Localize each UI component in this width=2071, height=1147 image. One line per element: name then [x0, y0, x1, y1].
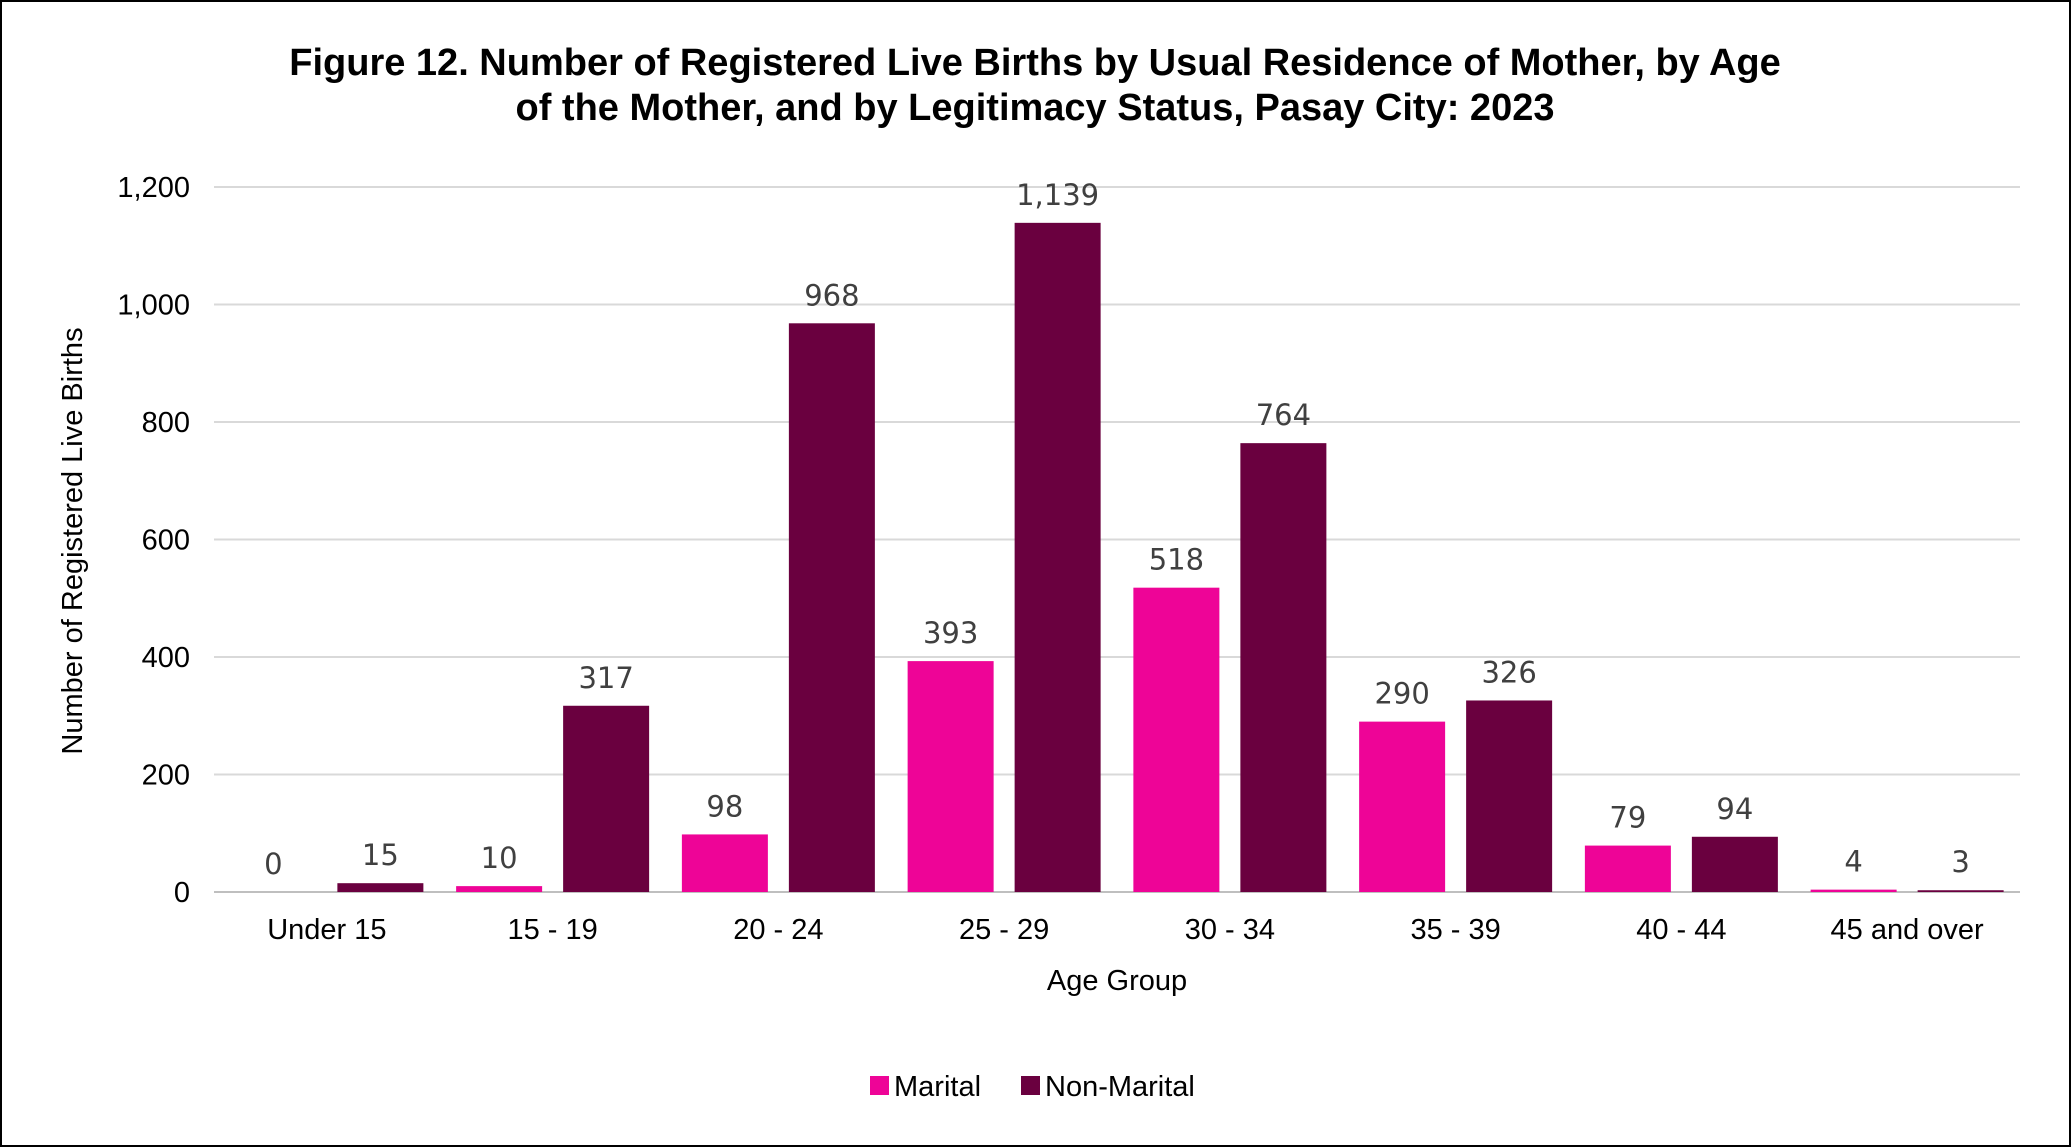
data-label: 1,139	[1016, 178, 1099, 212]
x-tick-label: 15 - 19	[507, 914, 597, 946]
legend-label-marital: Marital	[894, 1071, 981, 1103]
data-label: 317	[578, 661, 633, 695]
data-label: 15	[362, 838, 399, 872]
y-tick-label: 800	[142, 407, 190, 439]
chart-title-line-1: Figure 12. Number of Registered Live Bir…	[289, 42, 1780, 84]
bar-marital	[907, 661, 994, 892]
bar-marital	[1133, 587, 1220, 892]
data-label: 4	[1844, 845, 1862, 879]
bar-non-marital	[1014, 222, 1101, 892]
bar-marital	[1584, 845, 1671, 892]
y-tick-label: 400	[142, 642, 190, 674]
data-labels: 0 15 10 317 98 968 393 1,139 518 764 290 326 79 94 4 3	[264, 178, 1970, 881]
x-tick-label: Under 15	[267, 914, 386, 946]
legend-label-non-marital: Non-Marital	[1045, 1071, 1195, 1103]
y-axis-title: Number of Registered Live Births	[57, 327, 89, 754]
data-label: 10	[481, 841, 518, 875]
data-label: 79	[1609, 801, 1646, 835]
y-tick-label: 200	[142, 760, 190, 792]
y-axis-ticks: 0 200 400 600 800 1,000 1,200	[117, 172, 190, 909]
x-tick-label: 45 and over	[1831, 914, 1985, 946]
x-axis-title: Age Group	[1047, 965, 1187, 997]
bar-marital	[456, 886, 543, 892]
data-label: 94	[1716, 792, 1753, 826]
bar-non-marital	[1466, 700, 1553, 892]
legend-swatch-marital	[870, 1076, 889, 1095]
x-tick-label: 25 - 29	[959, 914, 1049, 946]
data-label: 393	[923, 616, 978, 650]
bar-non-marital	[1240, 443, 1327, 892]
gridlines	[214, 186, 2020, 893]
bar-non-marital	[1917, 890, 2004, 892]
x-tick-label: 35 - 39	[1410, 914, 1500, 946]
y-tick-label: 1,200	[117, 172, 190, 204]
bar-marital	[1810, 889, 1897, 892]
x-tick-label: 40 - 44	[1636, 914, 1726, 946]
x-tick-label: 20 - 24	[733, 914, 823, 946]
legend: Marital Non-Marital	[870, 1071, 1195, 1103]
y-tick-label: 0	[174, 877, 190, 909]
data-label: 0	[264, 847, 282, 881]
x-axis-ticks: Under 15 15 - 19 20 - 24 25 - 29 30 - 34 35 -…	[267, 914, 1984, 946]
data-label: 98	[706, 789, 743, 823]
bar-non-marital	[563, 705, 650, 892]
chart-title-line-2: of the Mother, and by Legitimacy Status,…	[516, 87, 1555, 129]
y-tick-label: 1,000	[117, 290, 190, 322]
data-label: 968	[804, 278, 859, 312]
legend-swatch-non-marital	[1021, 1076, 1040, 1095]
data-label: 3	[1951, 845, 1969, 879]
data-label: 518	[1149, 543, 1204, 577]
bars	[337, 222, 2004, 892]
x-tick-label: 30 - 34	[1185, 914, 1275, 946]
bar-non-marital	[1691, 836, 1778, 892]
bar-non-marital	[337, 883, 424, 892]
bar-marital	[681, 834, 768, 892]
bar-non-marital	[788, 323, 875, 892]
y-tick-label: 600	[142, 525, 190, 557]
data-label: 290	[1374, 677, 1429, 711]
data-label: 764	[1256, 398, 1311, 432]
bar-marital	[1359, 721, 1446, 892]
data-label: 326	[1481, 655, 1536, 689]
